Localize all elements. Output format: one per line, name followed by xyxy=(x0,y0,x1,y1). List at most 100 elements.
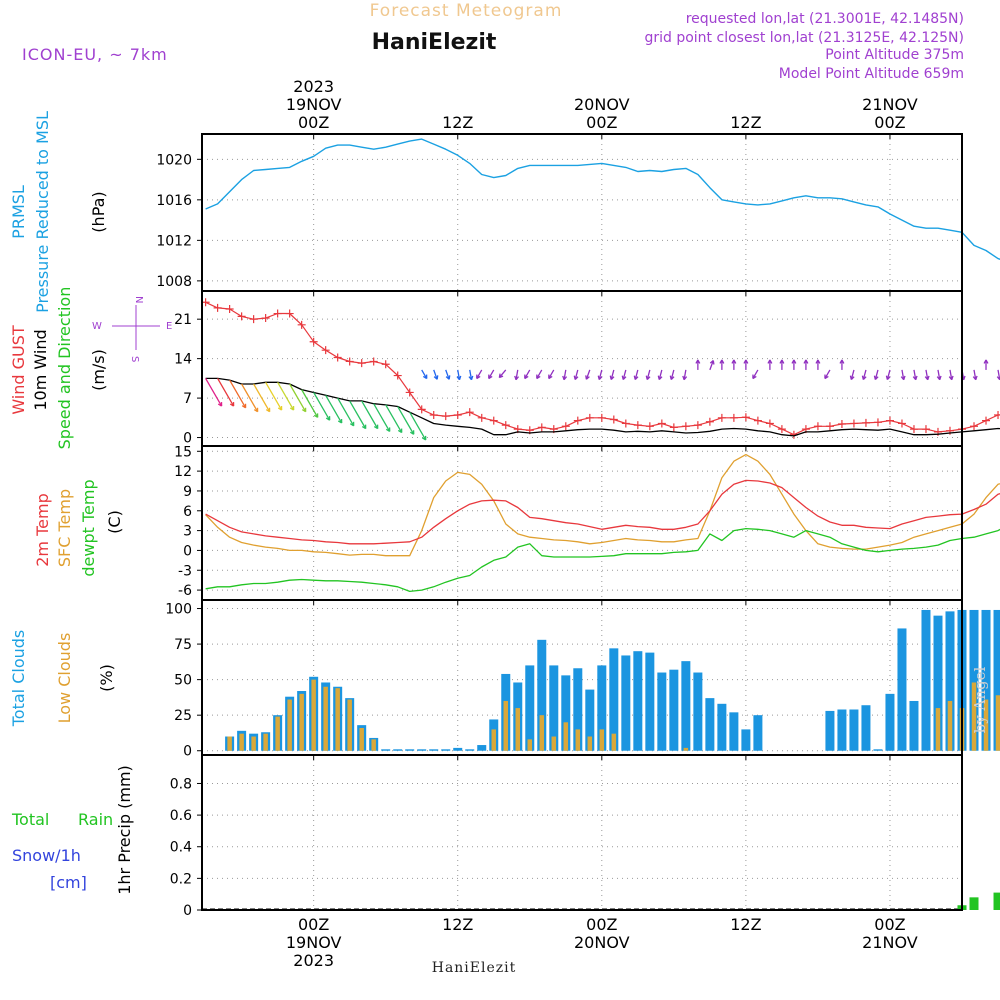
low-cloud-bar xyxy=(239,733,244,751)
wind-arrow-head xyxy=(873,375,879,381)
low-cloud-bar xyxy=(287,699,292,751)
y-tick-label: 100 xyxy=(165,602,192,618)
panel-frame xyxy=(201,290,963,447)
axis-side-label: SFC Temp xyxy=(55,489,74,567)
low-cloud-bar xyxy=(539,715,545,751)
model-altitude: Model Point Altitude 659m xyxy=(779,66,964,82)
wind-arrow-head xyxy=(861,375,867,381)
y-tick-label: 21 xyxy=(174,312,192,328)
y-tick-label: 75 xyxy=(174,637,192,653)
y-tick-label: 9 xyxy=(183,484,192,500)
panel-frame xyxy=(201,133,963,292)
wind-arrow xyxy=(253,383,271,413)
wind-arrow xyxy=(277,381,295,411)
gust-marker xyxy=(849,419,858,428)
wind-arrow-head xyxy=(217,402,223,407)
y-tick-label: 0 xyxy=(183,903,192,919)
wind-arrow xyxy=(709,360,714,371)
precip-legend-label: Snow/1h xyxy=(12,846,81,865)
wind-arrow-head xyxy=(421,435,427,441)
axis-side-label: dewpt Temp xyxy=(79,479,98,576)
top-time-label: 20NOV xyxy=(574,95,630,114)
total-cloud-bar xyxy=(537,639,547,751)
gust-marker xyxy=(609,415,618,424)
axis-side-label: 10m Wind xyxy=(31,329,50,410)
wind-arrow xyxy=(421,369,428,379)
y-tick-label: 1008 xyxy=(156,274,192,290)
bottom-time-label: 12Z xyxy=(730,915,761,934)
wind-arrow-head xyxy=(719,359,725,364)
wind-arrow xyxy=(325,394,343,424)
y-tick-label: 0.4 xyxy=(170,840,192,856)
bottom-time-label: 2023 xyxy=(293,951,334,970)
gust-marker xyxy=(693,421,702,430)
wind-arrow xyxy=(289,383,307,413)
wind-arrow-head xyxy=(562,375,568,381)
wind-arrow xyxy=(585,369,591,380)
bottom-time-label: 21NOV xyxy=(862,933,918,952)
gust-marker xyxy=(837,420,846,429)
wind-arrow xyxy=(385,404,403,433)
axis-side-label: Total Clouds xyxy=(9,630,28,728)
low-cloud-bar xyxy=(359,727,364,751)
wind-arrow xyxy=(476,369,483,379)
bottom-time-label: 20NOV xyxy=(574,933,630,952)
low-cloud-bar xyxy=(347,699,352,751)
wind-arrow-head xyxy=(514,375,520,381)
wind-arrow xyxy=(524,369,531,379)
wind-arrow-head xyxy=(433,375,439,380)
wind-arrow-head xyxy=(767,359,773,364)
gust-marker xyxy=(777,425,786,434)
gust-marker xyxy=(982,416,991,425)
gust-marker xyxy=(369,357,378,366)
gust-marker xyxy=(897,419,906,428)
total-cloud-bar xyxy=(645,652,655,751)
gust-marker xyxy=(657,419,666,428)
y-tick-label: 0 xyxy=(183,744,192,760)
top-time-label: 12Z xyxy=(730,113,761,132)
gust-marker xyxy=(501,421,510,430)
total-cloud-bar xyxy=(705,698,715,751)
wind-arrow xyxy=(752,369,759,379)
y-tick-label: 0 xyxy=(183,431,192,447)
top-time-label: 2023 xyxy=(293,77,334,96)
panel-frame xyxy=(201,754,963,911)
low-cloud-bar xyxy=(503,700,509,751)
wind-arrow-head xyxy=(815,359,821,364)
wind-arrow-head xyxy=(824,374,829,380)
wind-arrow-head xyxy=(645,375,651,381)
top-time-label: 00Z xyxy=(298,113,329,132)
gust-marker xyxy=(633,421,642,430)
axis-side-label: Low Clouds xyxy=(55,633,74,724)
wind-arrow xyxy=(301,389,319,418)
wind-arrow-head xyxy=(498,373,504,379)
low-cloud-bar xyxy=(251,736,256,751)
gust-marker xyxy=(273,309,282,318)
wind-arrow-head xyxy=(585,375,590,380)
gust-marker xyxy=(381,360,390,369)
gust-marker xyxy=(417,405,426,414)
total-cloud-bar xyxy=(837,709,847,751)
total-cloud-bar xyxy=(693,672,703,751)
gust-marker xyxy=(705,417,714,426)
wind-arrow-head xyxy=(983,359,989,364)
bottom-time-label: 00Z xyxy=(298,915,329,934)
total-cloud-bar xyxy=(897,628,907,751)
station-title: HaniElezit xyxy=(372,30,497,55)
total-cloud-bar xyxy=(717,703,727,751)
low-cloud-bar xyxy=(227,736,232,751)
y-tick-label: 1020 xyxy=(156,152,192,168)
wind-arrow xyxy=(901,369,905,380)
total-cloud-bar xyxy=(969,609,979,751)
total-cloud-bar xyxy=(597,665,607,751)
low-cloud-bar xyxy=(995,695,1000,751)
gust-marker xyxy=(237,312,246,321)
total-cloud-bar xyxy=(573,668,583,751)
gust-marker xyxy=(537,423,546,432)
wind-arrow-head xyxy=(301,407,307,413)
wind-arrow-head xyxy=(791,359,797,364)
clouds-panel: 0 25 50 75 100 xyxy=(165,599,1000,760)
wind-arrow-head xyxy=(912,375,918,381)
total-cloud-bar xyxy=(441,749,451,751)
wind-arrow xyxy=(598,369,603,380)
